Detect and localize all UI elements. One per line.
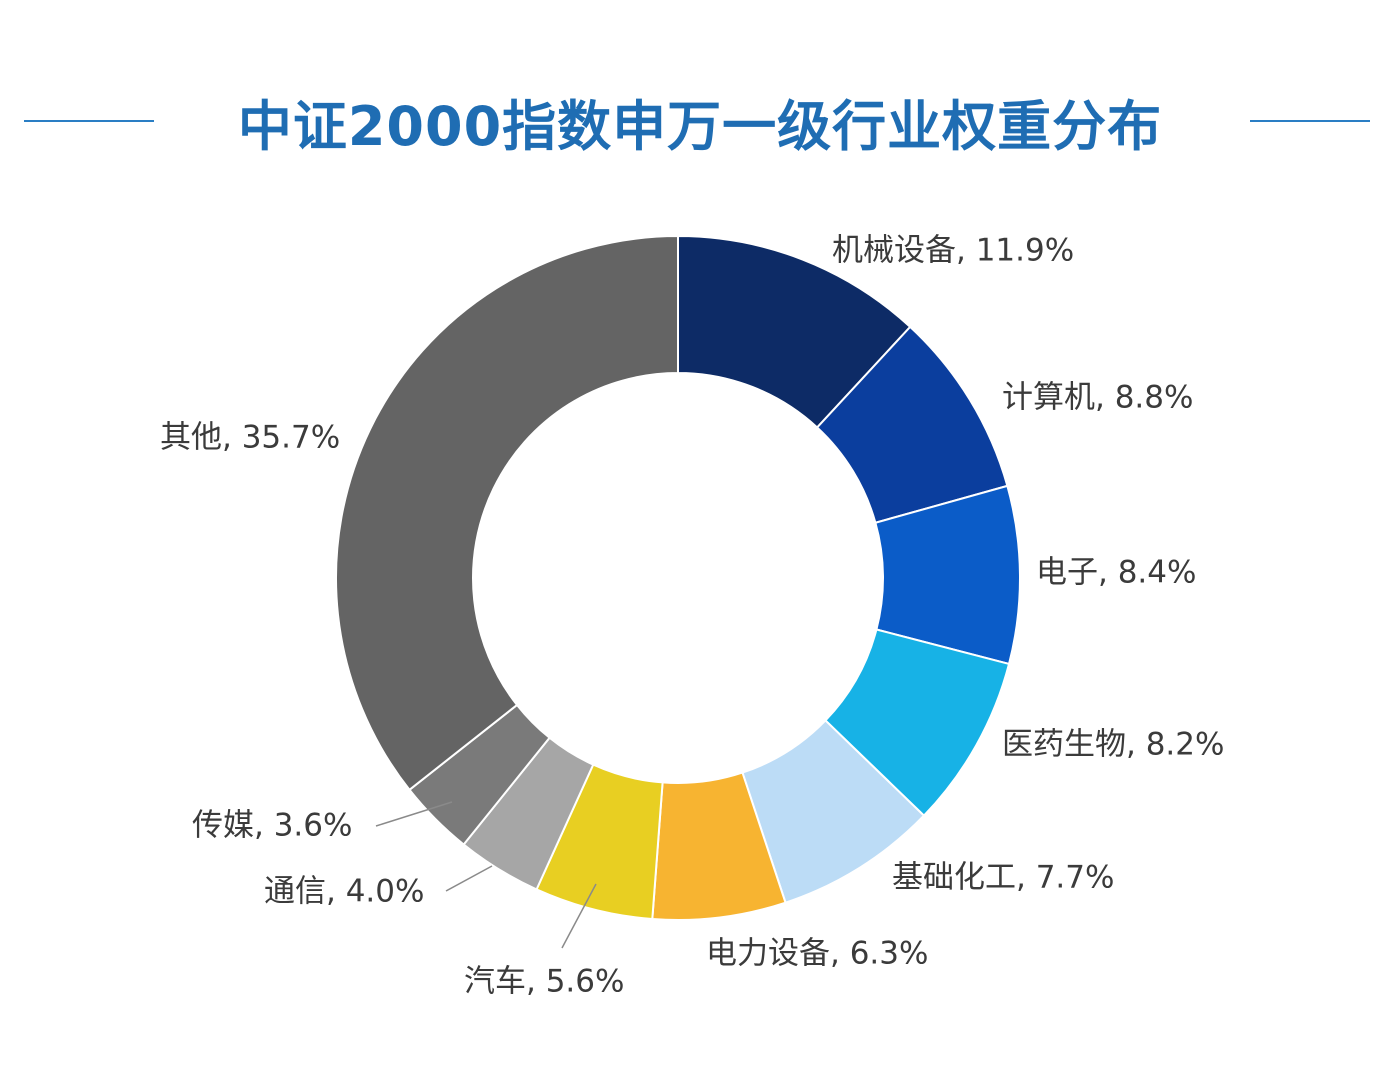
donut-slices bbox=[335, 234, 1021, 921]
leader-line-6 bbox=[561, 883, 597, 949]
slice-label-4: 基础化工, 7.7% bbox=[892, 860, 1114, 896]
title-bar: 中证2000指数申万一级行业权重分布 bbox=[0, 72, 1384, 172]
leader-line-7 bbox=[445, 865, 493, 892]
slice-labels: 机械设备, 11.9% 计算机, 8.8% 电子, 8.4% 医药生物, 8.2% 基础… bbox=[160, 233, 1224, 1000]
title-divider-left bbox=[24, 120, 154, 122]
slice-label-1: 计算机, 8.8% bbox=[1002, 380, 1193, 416]
slice-label-0: 机械设备, 11.9% bbox=[832, 233, 1074, 269]
leader-lines bbox=[375, 801, 597, 949]
slice-label-5: 电力设备, 6.3% bbox=[706, 936, 928, 972]
slice-label-6: 汽车, 5.6% bbox=[464, 964, 624, 1000]
slice-9 bbox=[335, 234, 679, 792]
title-divider-right bbox=[1250, 120, 1370, 122]
slice-label-8: 传媒, 3.6% bbox=[192, 808, 352, 844]
chart-title: 中证2000指数申万一级行业权重分布 bbox=[237, 95, 1163, 158]
slice-label-9: 其他, 35.7% bbox=[160, 420, 340, 456]
leader-line-8 bbox=[375, 801, 453, 827]
slice-label-3: 医药生物, 8.2% bbox=[1002, 727, 1224, 763]
slice-label-2: 电子, 8.4% bbox=[1036, 555, 1196, 591]
slice-label-7: 通信, 4.0% bbox=[264, 874, 424, 910]
